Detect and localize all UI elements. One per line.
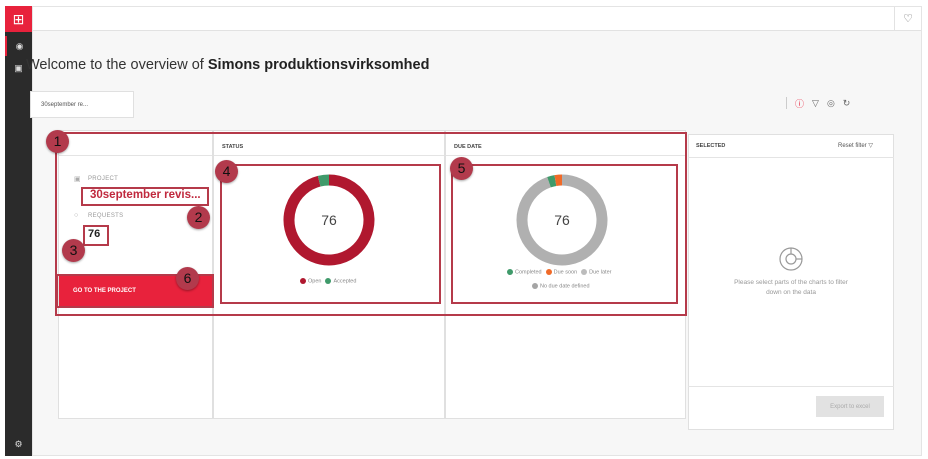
project-icon: ▣ [74,176,81,183]
settings-icon[interactable]: ⚙ [14,439,23,449]
selected-footer-divider [688,386,894,387]
filter-clear-icon: ▽ [868,143,873,149]
project-label: PROJECT [88,176,119,182]
legend-item[interactable]: No due date defined [532,283,590,289]
due-date-header: DUE DATE [446,131,685,156]
annotation-box-2 [81,187,209,206]
legend-due-soon-label: Due soon [553,269,578,276]
annotation-badge-3: 3 [62,239,85,262]
refresh-icon[interactable]: ↻ [842,97,851,108]
due-date-legend-row2: No due date defined [532,283,590,289]
donut-slice-completed[interactable] [547,175,557,188]
legend-no-due-date-label: No due date defined [540,283,590,290]
legend-dot-completed [507,269,513,275]
annotation-box-5 [451,164,678,304]
toolbar-divider [786,97,787,109]
legend-dot-open [300,278,306,284]
selected-header: SELECTED [696,143,726,149]
reset-filter-link[interactable]: Reset filter ▽ [838,142,873,149]
legend-accepted-label: Accepted [333,278,357,285]
target-icon[interactable]: ◎ [826,97,835,108]
status-donut-chart[interactable] [280,171,378,269]
organization-name: Simons produktionsvirksomhed [207,57,430,73]
legend-item[interactable]: Due soon [545,269,578,276]
donut-slice-due-soon[interactable] [554,174,563,186]
projects-icon[interactable]: ▣ [14,63,23,73]
legend-item[interactable]: Accepted [325,278,356,284]
legend-open-label: Open [308,278,322,285]
chart-placeholder-icon [779,247,803,271]
filter-icon[interactable]: ▽ [812,97,819,108]
annotation-box-3 [83,225,109,246]
top-bar: ♡ [33,7,921,31]
dashboard-icon[interactable]: ◉ [5,36,32,56]
reset-filter-label: Reset filter [838,143,867,149]
legend-completed-label: Completed [515,269,542,276]
annotation-badge-6: 6 [176,267,199,290]
status-total: 76 [321,212,337,228]
annotation-badge-1: 1 [46,130,69,153]
project-name-link[interactable]: 30september revis... [90,189,201,201]
selected-header-divider [688,157,894,158]
export-to-excel-button[interactable]: Export to excel [816,396,884,417]
left-navigation: ⊞ ◉ ▣ ⚙ [5,6,32,456]
selected-panel [688,134,894,430]
bell-icon[interactable]: ♡ [903,13,913,25]
legend-dot-due-later [581,269,588,275]
legend-item[interactable]: Due later [581,269,611,275]
legend-dot-due-soon [545,269,552,275]
donut-slice-no-due-date-defined[interactable] [516,174,608,266]
page-title: Welcome to the overview of Simons produk… [26,57,430,73]
toolbar-icons: ⓘ ▽ ◎ ↻ [786,96,850,110]
due-date-total: 76 [554,212,570,228]
donut-slice-open[interactable] [283,174,375,266]
select-hint-message: Please select parts of the charts to fil… [734,279,848,296]
donut-slice-accepted[interactable] [317,174,330,187]
annotation-box-6 [56,274,214,308]
status-legend: Open Accepted [300,278,356,284]
app-logo-icon[interactable]: ⊞ [5,6,32,32]
annotation-box-1 [55,132,687,316]
due-date-legend: Completed Due soon Due later [507,269,611,275]
annotation-badge-5: 5 [450,157,473,180]
legend-dot-no-due-date [532,283,538,289]
legend-item[interactable]: Completed [507,269,542,275]
legend-dot-accepted [325,278,332,284]
annotation-badge-4: 4 [215,160,238,183]
annotation-box-4 [220,164,441,304]
project-panel-header [59,131,212,156]
requests-icon: ○ [74,212,79,219]
alert-icon[interactable]: ⓘ [795,98,805,109]
legend-due-later-label: Due later [589,269,612,276]
requests-count: 76 [88,228,101,240]
due-date-donut-chart[interactable] [513,171,611,269]
annotation-badge-2: 2 [187,206,210,229]
status-header: STATUS [214,131,444,156]
project-filter-chip[interactable]: 30september re... [30,91,134,118]
requests-label: REQUESTS [88,213,124,219]
topbar-divider [894,7,895,31]
legend-item[interactable]: Open [300,278,321,284]
